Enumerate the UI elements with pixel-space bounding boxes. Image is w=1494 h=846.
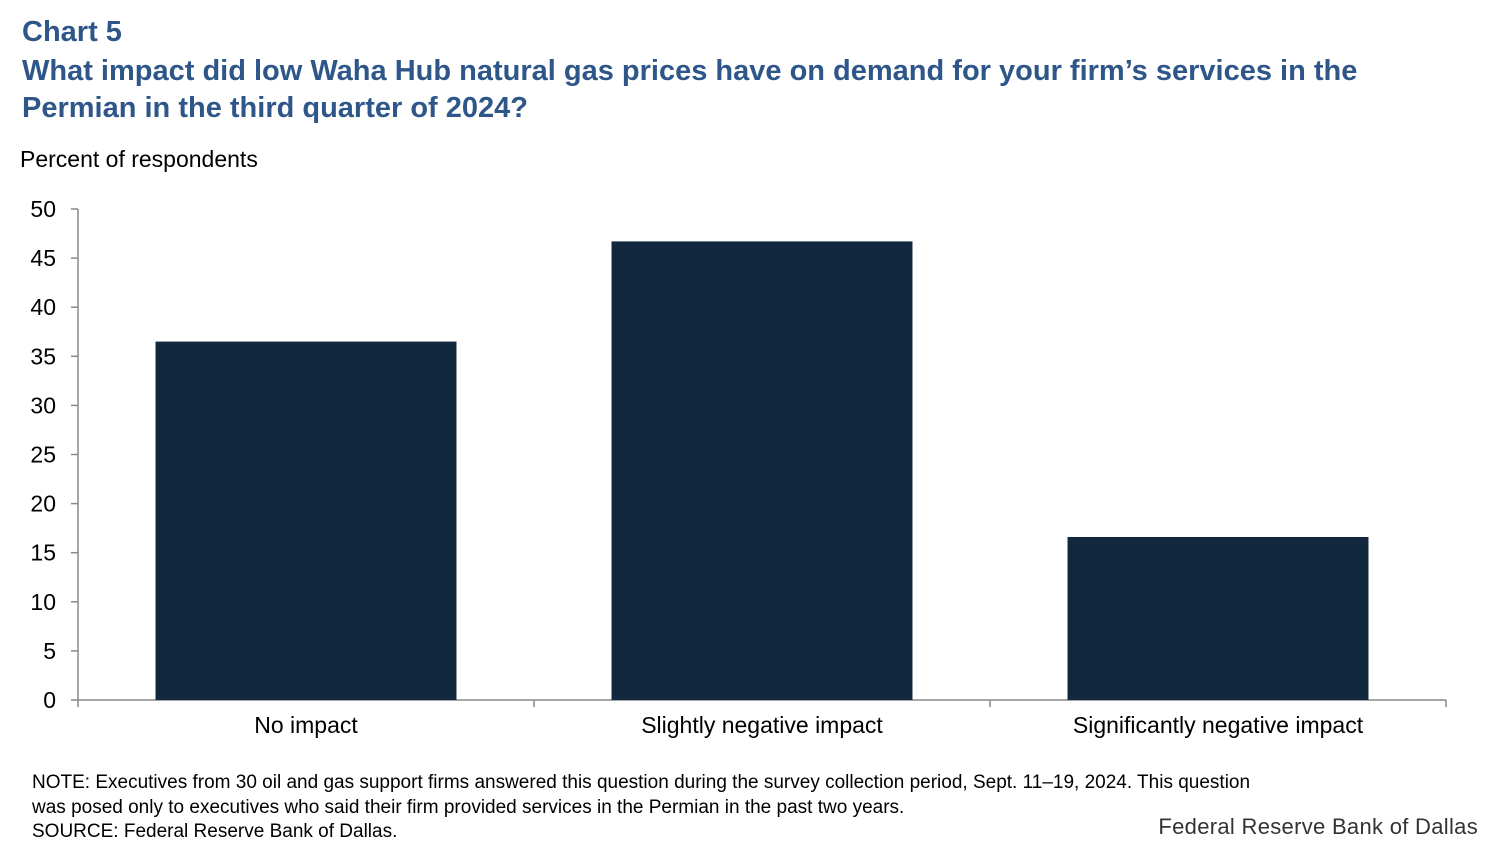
bars bbox=[155, 241, 1369, 700]
y-axis: 0 5 10 15 20 25 30 35 40 45 50 bbox=[30, 196, 79, 713]
y-tick-label: 40 bbox=[30, 294, 56, 320]
y-tick-label: 10 bbox=[30, 589, 56, 615]
chart-number: Chart 5 bbox=[22, 16, 122, 48]
note-line-1: NOTE: Executives from 30 oil and gas sup… bbox=[32, 772, 1251, 793]
note-line-2: was posed only to executives who said th… bbox=[32, 796, 905, 818]
y-tick-label: 0 bbox=[43, 687, 56, 713]
y-tick-label: 35 bbox=[30, 343, 56, 369]
bar bbox=[611, 241, 913, 700]
chart-note: NOTE: Executives from 30 oil and gas sup… bbox=[32, 771, 1452, 845]
bar bbox=[1067, 536, 1369, 700]
x-axis: No impact Slightly negative impact Signifi… bbox=[77, 699, 1447, 738]
chart-title: What impact did low Waha Hub natural gas… bbox=[22, 55, 1358, 124]
source-line: SOURCE: Federal Reserve Bank of Dallas. bbox=[32, 821, 398, 842]
y-tick-label: 20 bbox=[30, 491, 56, 517]
y-tick-label: 25 bbox=[30, 442, 56, 468]
x-tick-label: Slightly negative impact bbox=[641, 712, 883, 738]
bar bbox=[155, 341, 457, 700]
y-tick-label: 15 bbox=[30, 540, 56, 566]
y-tick-label: 50 bbox=[30, 196, 56, 222]
y-tick-label: 30 bbox=[30, 392, 56, 418]
x-tick-label: Significantly negative impact bbox=[1073, 712, 1364, 738]
x-tick-label: No impact bbox=[254, 712, 358, 738]
y-axis-label: Percent of respondents bbox=[20, 146, 258, 172]
brand-logo-text: Federal Reserve Bank of Dallas bbox=[1158, 814, 1478, 839]
y-tick-label: 5 bbox=[43, 638, 56, 664]
y-tick-label: 45 bbox=[30, 245, 56, 271]
